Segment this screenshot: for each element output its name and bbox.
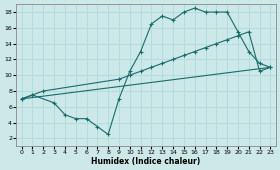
X-axis label: Humidex (Indice chaleur): Humidex (Indice chaleur) — [91, 157, 201, 166]
